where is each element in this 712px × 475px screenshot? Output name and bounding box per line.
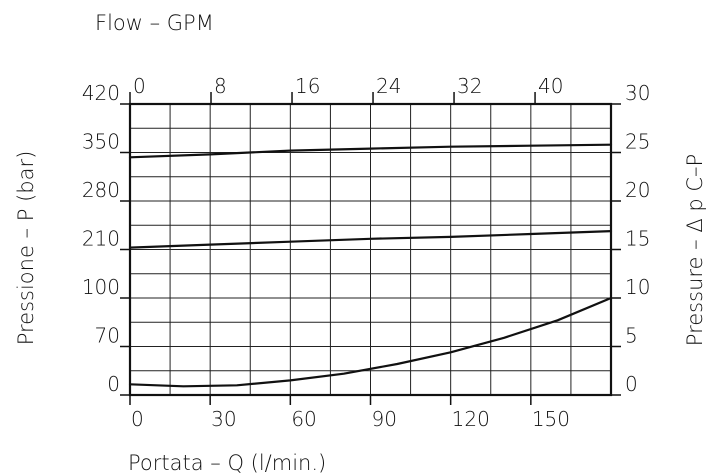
chart-grid [130, 104, 611, 395]
bottom-tick-label: 60 [291, 407, 316, 431]
right-tick-label: 10 [625, 275, 650, 299]
series-layer [128, 143, 613, 388]
left-tick-label: 0 [107, 372, 120, 396]
top-axis-title: Flow – GPM [95, 11, 214, 35]
left-tick-label: 350 [82, 130, 120, 154]
top-tick-label: 16 [295, 74, 320, 98]
bottom-axis-title: Portata – Q (l/min.) [128, 451, 326, 475]
right-tick-label: 5 [625, 324, 638, 348]
left-tick-label: 210 [82, 227, 120, 251]
top-tick-label: 32 [457, 74, 482, 98]
left-tick-label: 280 [82, 178, 120, 202]
top-tick-label: 8 [214, 74, 227, 98]
right-axis-title: Pressure – Δ p C–P [683, 154, 707, 346]
bottom-tick-label: 90 [372, 407, 397, 431]
right-tick-label: 20 [625, 178, 650, 202]
right-tick-label: 30 [625, 81, 650, 105]
bottom-tick-label: 30 [211, 407, 236, 431]
bottom-tick-label: 120 [452, 407, 490, 431]
left-tick-label: 100 [82, 275, 120, 299]
axis-tick-marks [120, 92, 621, 405]
series-line-2 [128, 230, 613, 249]
top-tick-label: 24 [376, 74, 401, 98]
series-line-3 [128, 296, 613, 388]
top-tick-label: 40 [538, 74, 563, 98]
left-tick-label: 70 [95, 324, 120, 348]
left-axis-title: Pressione – P (bar) [14, 151, 38, 346]
top-tick-label: 0 [133, 74, 146, 98]
left-tick-label: 420 [82, 81, 120, 105]
right-tick-label: 25 [625, 130, 650, 154]
bottom-tick-label: 0 [131, 407, 144, 431]
series-line-1 [128, 143, 613, 159]
right-tick-label: 15 [625, 227, 650, 251]
bottom-tick-label: 150 [532, 407, 570, 431]
right-tick-label: 0 [625, 372, 638, 396]
